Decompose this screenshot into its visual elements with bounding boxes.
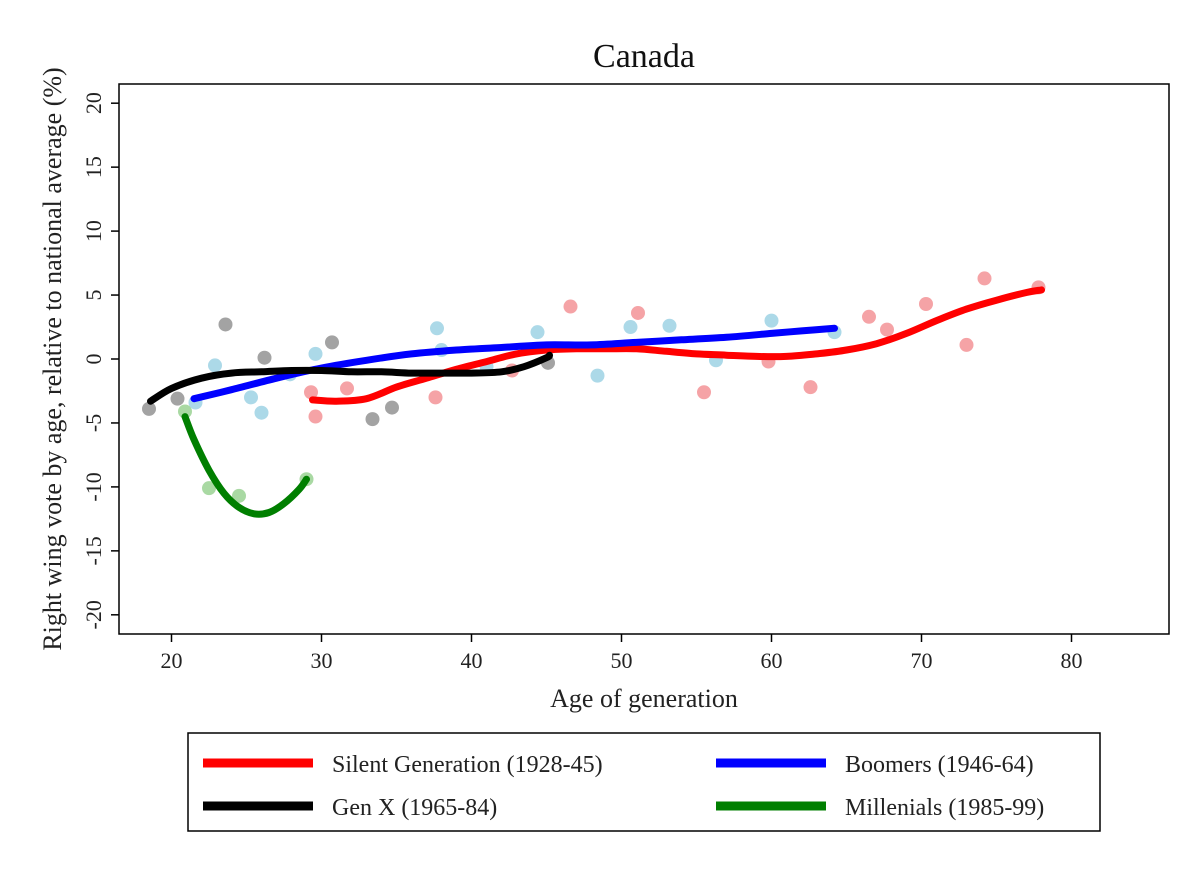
data-point <box>325 335 339 350</box>
legend-label: Boomers (1946-64) <box>845 752 1034 778</box>
data-point <box>170 391 185 406</box>
data-point <box>428 390 443 405</box>
data-point <box>232 488 246 503</box>
chart-title: Canada <box>593 38 695 75</box>
x-tick-label: 80 <box>1061 648 1083 673</box>
data-point <box>308 346 323 361</box>
legend-label: Silent Generation (1928-45) <box>332 752 603 778</box>
data-point <box>919 297 933 311</box>
y-tick-label: 0 <box>81 354 106 365</box>
data-point <box>365 412 380 427</box>
data-point <box>142 401 156 416</box>
legend-label: Millenials (1985-99) <box>845 795 1044 821</box>
data-point <box>340 381 354 396</box>
x-tick-label: 70 <box>911 648 933 673</box>
data-point <box>662 318 677 333</box>
series-line <box>147 351 553 405</box>
plot-frame <box>118 83 1170 635</box>
x-tick-label: 40 <box>461 648 483 673</box>
data-point <box>862 309 876 324</box>
data-point <box>764 313 779 328</box>
data-point <box>257 350 272 365</box>
plot-area <box>142 271 1046 518</box>
y-tick-label: -15 <box>81 536 106 565</box>
legend-label: Gen X (1965-84) <box>332 795 497 821</box>
y-tick-label: -20 <box>81 600 106 629</box>
series-line <box>309 286 1045 405</box>
x-tick-label: 20 <box>161 648 183 673</box>
y-tick-label: 15 <box>81 156 106 178</box>
x-axis-label: Age of generation <box>550 684 738 713</box>
data-point <box>208 358 222 373</box>
data-point <box>631 305 645 320</box>
y-tick-label: 20 <box>81 92 106 114</box>
data-point <box>304 385 318 400</box>
x-tick-label: 50 <box>611 648 633 673</box>
series-line <box>181 413 310 518</box>
data-point <box>202 481 216 496</box>
legend-box <box>187 732 1101 832</box>
data-point <box>590 368 605 383</box>
x-tick-label: 30 <box>311 648 333 673</box>
data-point <box>959 337 974 352</box>
data-point <box>880 322 894 337</box>
data-point <box>623 320 638 335</box>
y-tick-label: 5 <box>81 290 106 301</box>
x-tick-label: 60 <box>761 648 783 673</box>
data-point <box>530 325 545 340</box>
data-point <box>697 385 711 400</box>
data-point <box>803 380 818 395</box>
legend: Silent Generation (1928-45) Boomers (1946… <box>203 752 1044 821</box>
data-point <box>977 271 992 286</box>
data-point <box>385 400 399 415</box>
data-point <box>244 390 258 405</box>
data-point <box>218 317 233 332</box>
y-axis-label: Right wing vote by age, relative to nati… <box>38 67 67 650</box>
y-tick-label: 10 <box>81 220 106 242</box>
data-point <box>308 409 323 424</box>
data-point <box>430 321 444 336</box>
series-line <box>190 324 838 403</box>
y-tick-label: -5 <box>81 414 106 432</box>
data-point <box>178 404 192 419</box>
y-tick-label: -10 <box>81 472 106 501</box>
data-point <box>254 405 269 420</box>
data-point <box>563 299 578 314</box>
